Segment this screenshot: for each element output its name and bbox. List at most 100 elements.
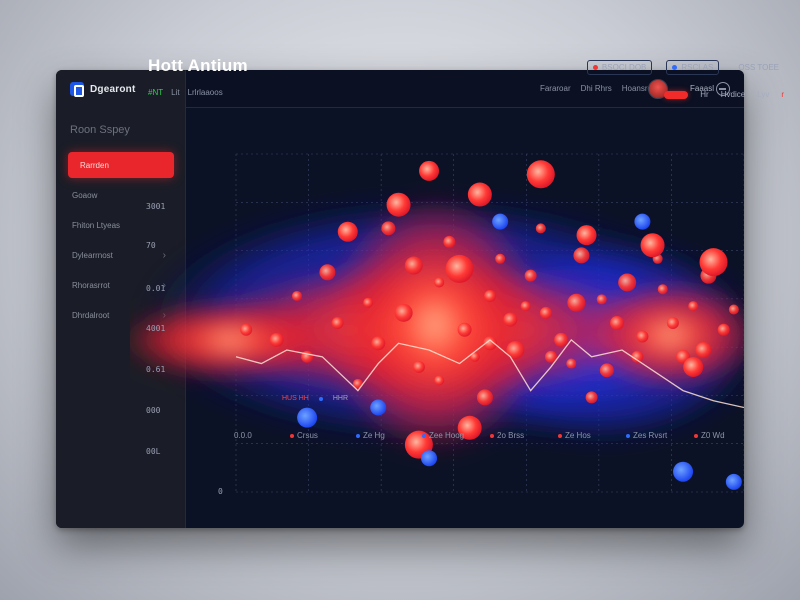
heat-point[interactable] [520, 301, 531, 312]
x-tick-label: 0.0.0 [234, 431, 252, 440]
x-tick-label: Crsus [297, 431, 318, 440]
top-link-1[interactable]: Dhi Rhrs [580, 84, 612, 93]
heat-point[interactable] [573, 247, 590, 264]
heat-point-large[interactable] [640, 233, 665, 258]
heat-point[interactable] [476, 389, 493, 406]
heat-point[interactable] [483, 336, 497, 351]
user-name[interactable]: Faaasl [689, 84, 714, 93]
heat-point-large[interactable] [337, 221, 358, 242]
heat-point[interactable] [381, 221, 396, 236]
heat-point[interactable] [636, 330, 649, 343]
heat-point[interactable] [371, 336, 386, 351]
heat-point-large[interactable] [526, 160, 555, 189]
heat-point-large[interactable] [445, 254, 474, 283]
heat-point[interactable] [599, 363, 614, 378]
heat-point[interactable] [363, 297, 374, 308]
heat-point[interactable] [469, 351, 480, 362]
subheader-b: Lrlrlaaoos [187, 88, 223, 97]
heat-point[interactable] [457, 322, 472, 337]
heat-point[interactable] [567, 293, 586, 312]
inline-legend: HUS HH HHR [282, 395, 348, 402]
heat-point[interactable] [291, 290, 302, 301]
brand[interactable]: Dgearont [70, 82, 136, 97]
y-tick-4: 0.61 [146, 365, 166, 374]
filter-1[interactable]: Hvdice [720, 90, 746, 99]
filter-3[interactable]: r [781, 90, 784, 99]
sidebar-item-1[interactable]: Goaow [68, 182, 174, 208]
heat-point[interactable] [566, 358, 577, 369]
heat-point[interactable] [269, 332, 284, 347]
avatar[interactable] [648, 79, 668, 99]
heat-point-large[interactable] [683, 356, 704, 377]
heat-point[interactable] [666, 317, 679, 329]
inline-legend-1: HHR [332, 395, 349, 402]
app-logo-icon [70, 82, 84, 97]
heat-point[interactable] [657, 284, 668, 295]
legend-item-2[interactable]: OSS TOEE [733, 61, 784, 74]
heat-point[interactable] [434, 277, 445, 288]
cool-point[interactable] [634, 213, 651, 230]
x-tick-label: 2o Brss [497, 431, 525, 440]
heat-point[interactable] [394, 303, 413, 322]
cool-point[interactable] [421, 450, 438, 467]
cool-point[interactable] [370, 399, 387, 416]
cool-point[interactable] [297, 407, 318, 428]
heat-point[interactable] [404, 256, 423, 275]
cool-point[interactable] [492, 213, 509, 230]
sidebar-item-3[interactable]: Dylearrnost › [68, 242, 174, 268]
heat-point[interactable] [240, 323, 253, 336]
heat-point[interactable] [434, 375, 445, 386]
heat-point[interactable] [484, 289, 496, 302]
heat-point-large[interactable] [699, 248, 728, 277]
heat-point-large[interactable] [419, 160, 440, 181]
cool-point[interactable] [673, 461, 694, 482]
heat-point-large[interactable] [576, 225, 597, 246]
heat-point[interactable] [554, 332, 569, 347]
heat-point-large[interactable] [457, 415, 482, 440]
heat-point-large[interactable] [386, 192, 411, 217]
inline-legend-0: HUS HH [282, 395, 309, 402]
x-tick-3: Zee Hoog [422, 431, 464, 440]
heat-point[interactable] [610, 316, 624, 330]
heat-point-large[interactable] [467, 182, 492, 207]
heat-point[interactable] [535, 223, 546, 234]
sidebar-item-label: Rhorasrrot [72, 280, 110, 290]
legend-item-1[interactable]: RSCLAS [666, 60, 720, 75]
heat-point[interactable] [544, 350, 557, 363]
top-link-2[interactable]: Hoansro [621, 84, 652, 93]
heat-point[interactable] [412, 360, 425, 373]
heat-point[interactable] [631, 350, 644, 363]
heat-point[interactable] [728, 304, 739, 315]
sidebar-item-2[interactable]: Fhiton Ltyeas [68, 212, 174, 238]
heat-point[interactable] [695, 342, 712, 359]
cool-point[interactable] [725, 473, 742, 490]
blue-dot-icon [422, 433, 426, 438]
filter-2[interactable]: Lyv [757, 90, 770, 99]
x-tick-0: 0.0.0 [234, 431, 252, 440]
range-toggle[interactable] [664, 90, 689, 99]
heat-core [130, 195, 744, 455]
heat-point[interactable] [331, 317, 344, 329]
legend-item-0[interactable]: BSOCI DOB [586, 60, 653, 75]
heat-point[interactable] [319, 264, 336, 281]
heat-point[interactable] [596, 294, 607, 305]
x-tick-6: Zes Rvsrt [626, 431, 667, 440]
heat-point[interactable] [443, 235, 456, 248]
heat-point[interactable] [688, 301, 699, 312]
filter-0[interactable]: Hr [700, 90, 709, 99]
heat-point[interactable] [539, 306, 552, 319]
heat-point[interactable] [618, 273, 637, 292]
menu-icon[interactable] [716, 82, 730, 96]
page-title: Hott Antium [148, 56, 248, 75]
heat-point[interactable] [506, 341, 525, 360]
heat-point[interactable] [495, 253, 506, 264]
heat-point[interactable] [585, 391, 598, 404]
heat-point[interactable] [503, 312, 518, 327]
subheader-tag: #NT [148, 88, 164, 97]
sidebar-item-0[interactable]: Rarrden [68, 152, 174, 178]
heat-point[interactable] [717, 323, 730, 336]
x-tick-label: Z0 Wd [701, 431, 725, 440]
top-link-0[interactable]: Fararoar [539, 84, 571, 93]
red-dot-icon [592, 65, 598, 70]
heat-point[interactable] [524, 269, 537, 282]
